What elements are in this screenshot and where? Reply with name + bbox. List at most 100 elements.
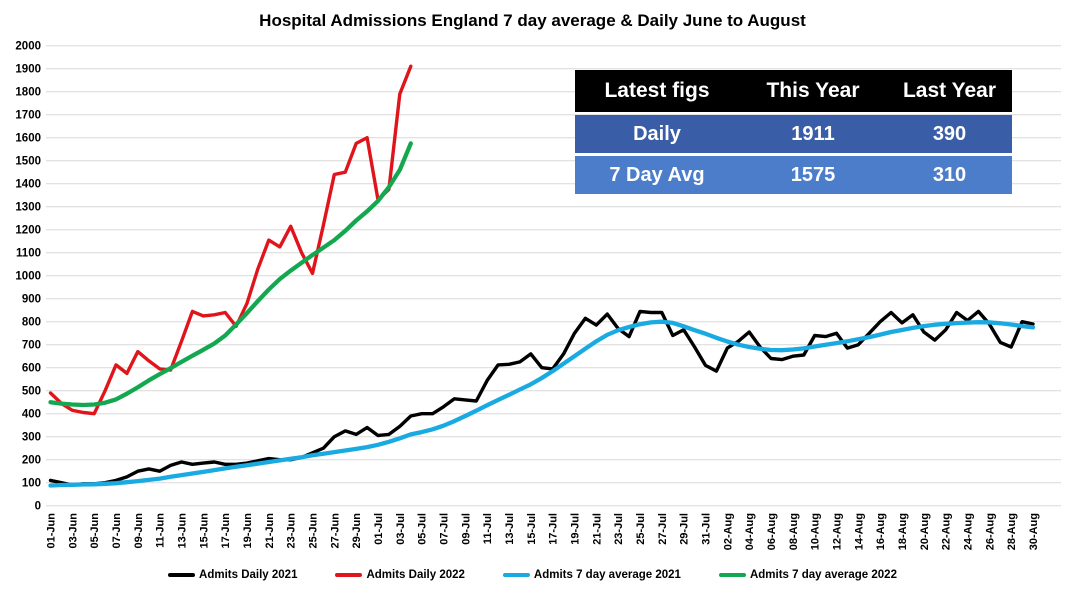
x-tick-label: 13-Jul	[504, 513, 516, 545]
x-tick-label: 09-Jun	[133, 513, 145, 549]
line-swatch-black	[168, 573, 196, 577]
x-tick-label: 24-Aug	[963, 513, 975, 550]
x-tick-label: 07-Jun	[111, 513, 123, 549]
x-tick-label: 21-Jun	[264, 513, 276, 549]
legend: Admits Daily 2021 Admits Daily 2022 Admi…	[0, 569, 1065, 581]
legend-label: Admits 7 day average 2022	[749, 569, 897, 581]
x-tick-label: 05-Jun	[89, 513, 101, 549]
stats-header-this-year: This Year	[766, 79, 860, 102]
x-tick-label: 25-Jun	[308, 513, 320, 549]
x-tick-label: 06-Aug	[766, 513, 778, 550]
stats-avg-this-year: 1575	[790, 163, 836, 186]
legend-item-admits-7day-2021: Admits 7 day average 2021	[502, 569, 681, 581]
x-tick-label: 23-Jul	[613, 513, 625, 545]
x-tick-label: 26-Aug	[984, 513, 996, 550]
y-tick-label: 1400	[15, 179, 41, 191]
x-tick-label: 23-Jun	[286, 513, 298, 549]
x-tick-label: 27-Jun	[329, 513, 341, 549]
series-lines	[48, 64, 1036, 488]
x-tick-label: 09-Jul	[460, 513, 472, 545]
legend-label: Admits Daily 2021	[199, 569, 298, 581]
y-tick-label: 1700	[15, 110, 41, 122]
x-tick-label: 12-Aug	[832, 513, 844, 550]
line-swatch-cyan	[502, 573, 530, 577]
x-tick-label: 08-Aug	[788, 513, 800, 550]
y-tick-label: 300	[22, 432, 41, 444]
y-tick-label: 1800	[15, 87, 41, 99]
x-tick-label: 11-Jul	[482, 513, 494, 544]
stats-table-header-row: Latest figs This Year Last Year	[575, 70, 1012, 112]
y-tick-label: 500	[22, 386, 41, 398]
series-line-1	[48, 64, 413, 416]
y-tick-label: 1500	[15, 156, 41, 168]
y-axis-labels: 0 100 200 300 400 500 600 700 800 900 1000 1100 1200…	[15, 41, 41, 513]
stats-daily-this-year: 1911	[791, 122, 835, 145]
x-tick-label: 05-Jul	[417, 513, 429, 545]
x-tick-label: 15-Jun	[198, 513, 210, 549]
y-tick-label: 400	[22, 409, 41, 421]
x-tick-label: 31-Jul	[701, 513, 713, 545]
stats-avg-last-year: 310	[932, 163, 967, 186]
x-tick-label: 28-Aug	[1006, 513, 1018, 550]
y-tick-label: 200	[22, 455, 41, 467]
x-tick-label: 29-Jul	[679, 513, 691, 545]
stats-header-latest-figs: Latest figs	[604, 79, 710, 102]
legend-item-admits-daily-2022: Admits Daily 2022	[335, 569, 465, 581]
stats-avg-label: 7 Day Avg	[609, 163, 705, 186]
line-swatch-red	[335, 573, 363, 577]
stats-daily-label: Daily	[633, 122, 681, 145]
x-tick-label: 10-Aug	[810, 513, 822, 550]
y-tick-label: 900	[22, 294, 41, 306]
stats-row-daily: Daily 1911 390	[575, 115, 1012, 153]
x-tick-label: 03-Jul	[395, 513, 407, 545]
x-tick-label: 01-Jun	[46, 513, 58, 549]
y-tick-label: 1000	[15, 271, 41, 283]
x-tick-label: 30-Aug	[1028, 513, 1040, 550]
x-tick-label: 19-Jun	[242, 513, 254, 549]
legend-label: Admits 7 day average 2021	[533, 569, 681, 581]
stats-table: Latest figs This Year Last Year Daily 19…	[575, 70, 1012, 194]
line-swatch-green	[718, 573, 746, 577]
gridlines	[46, 45, 1061, 507]
x-tick-label: 14-Aug	[853, 513, 865, 550]
x-tick-label: 07-Jul	[439, 513, 451, 545]
x-tick-label: 15-Jul	[526, 513, 538, 545]
y-tick-label: 100	[22, 478, 41, 490]
x-tick-label: 02-Aug	[722, 513, 734, 550]
y-tick-label: 1900	[15, 64, 41, 76]
legend-item-admits-daily-2021: Admits Daily 2021	[168, 569, 297, 581]
y-tick-label: 800	[22, 317, 41, 329]
x-tick-label: 25-Jul	[635, 513, 647, 545]
x-tick-label: 16-Aug	[875, 513, 887, 550]
stats-row-7-day-avg: 7 Day Avg 1575 310	[575, 156, 1012, 194]
stats-header-last-year: Last Year	[902, 79, 996, 102]
x-axis-labels: 01-Jun 03-Jun 05-Jun 07-Jun 09-Jun 11-Jun 13-J…	[46, 513, 1041, 551]
x-tick-label: 11-Jun	[155, 513, 167, 548]
legend-item-admits-7day-2022: Admits 7 day average 2022	[718, 569, 897, 581]
x-tick-label: 03-Jun	[67, 513, 79, 549]
x-tick-label: 18-Aug	[897, 513, 909, 550]
y-tick-label: 700	[22, 340, 41, 352]
y-tick-label: 1200	[15, 225, 41, 237]
legend-label: Admits Daily 2022	[366, 569, 465, 581]
y-tick-label: 1300	[15, 202, 41, 214]
x-tick-label: 27-Jul	[657, 513, 669, 545]
chart-title: Hospital Admissions England 7 day averag…	[259, 11, 806, 30]
x-tick-label: 21-Jul	[591, 513, 603, 545]
y-tick-label: 1600	[15, 133, 41, 145]
series-line-0	[48, 309, 1035, 487]
y-tick-label: 2000	[15, 41, 41, 53]
x-tick-label: 17-Jun	[220, 513, 232, 549]
x-tick-label: 19-Jul	[570, 513, 582, 545]
y-tick-label: 1100	[16, 248, 41, 260]
x-tick-label: 20-Aug	[919, 513, 931, 550]
y-tick-label: 0	[35, 501, 41, 513]
series-line-3	[48, 141, 413, 408]
x-tick-label: 22-Aug	[941, 513, 953, 550]
x-tick-label: 13-Jun	[177, 513, 189, 549]
series-line-2	[48, 319, 1036, 488]
x-tick-label: 01-Jul	[373, 513, 385, 545]
x-tick-label: 29-Jun	[351, 513, 363, 549]
